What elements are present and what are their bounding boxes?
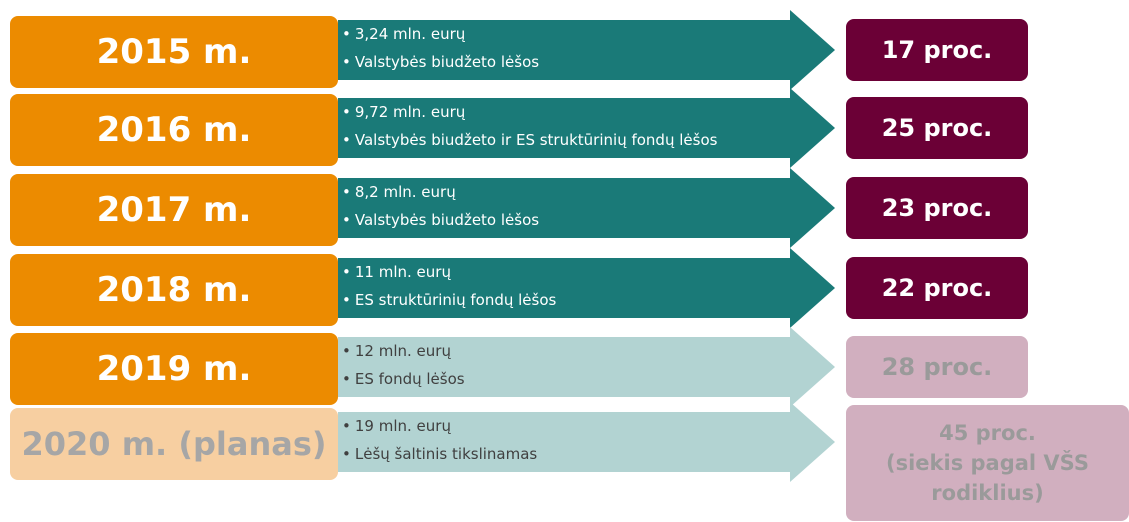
result-line: 23 proc. <box>881 194 993 222</box>
year-box: 2019 m. <box>10 333 338 405</box>
year-box: 2016 m. <box>10 94 338 166</box>
item: 3,24 mln. eurų <box>342 20 539 48</box>
result-line: 28 proc. <box>881 353 993 381</box>
item: Valstybės biudžeto lėšos <box>342 48 539 76</box>
result-box: 25 proc. <box>846 97 1028 159</box>
year-box: 2015 m. <box>10 16 338 88</box>
result-line: 22 proc. <box>881 274 993 302</box>
row: 2016 m.9,72 mln. eurųValstybės biudžeto … <box>0 88 1129 174</box>
item: 11 mln. eurų <box>342 258 556 286</box>
year-box: 2018 m. <box>10 254 338 326</box>
row: 2019 m.12 mln. eurųES fondų lėšos 28 proc… <box>0 327 1129 413</box>
row: 2018 m.11 mln. eurųES struktūrinių fondų… <box>0 248 1129 334</box>
result-line: 45 proc. <box>939 421 1036 445</box>
year-box: 2017 m. <box>10 174 338 246</box>
items: 8,2 mln. eurųValstybės biudžeto lėšos <box>342 178 539 234</box>
item: ES struktūrinių fondų lėšos <box>342 286 556 314</box>
year-box: 2020 m. (planas) <box>10 408 338 480</box>
result-box: 23 proc. <box>846 177 1028 239</box>
items: 12 mln. eurųES fondų lėšos <box>342 337 465 393</box>
item: 12 mln. eurų <box>342 337 465 365</box>
item: Lėšų šaltinis tikslinamas <box>342 440 537 468</box>
items: 19 mln. eurųLėšų šaltinis tikslinamas <box>342 412 537 468</box>
items: 11 mln. eurųES struktūrinių fondų lėšos <box>342 258 556 314</box>
item: 19 mln. eurų <box>342 412 537 440</box>
item: Valstybės biudžeto ir ES struktūrinių fo… <box>342 126 718 154</box>
result-box: 45 proc. (siekis pagal VŠS rodiklius) <box>846 405 1129 521</box>
result-box: 22 proc. <box>846 257 1028 319</box>
row: 2020 m. (planas)19 mln. eurųLėšų šaltini… <box>0 402 1129 521</box>
items: 9,72 mln. eurųValstybės biudžeto ir ES s… <box>342 98 718 154</box>
item: Valstybės biudžeto lėšos <box>342 206 539 234</box>
result-line: (siekis pagal VŠS <box>886 451 1089 475</box>
item: 9,72 mln. eurų <box>342 98 717 126</box>
row: 2015 m.3,24 mln. eurųValstybės biudžeto … <box>0 10 1129 96</box>
result-box: 28 proc. <box>846 336 1028 398</box>
result-line: rodiklius) <box>931 481 1044 505</box>
items: 3,24 mln. eurųValstybės biudžeto lėšos <box>342 20 539 76</box>
item: ES fondų lėšos <box>342 365 465 393</box>
result-box: 17 proc. <box>846 19 1028 81</box>
item: 8,2 mln. eurų <box>342 178 539 206</box>
result-line: 25 proc. <box>881 114 993 142</box>
row: 2017 m.8,2 mln. eurųValstybės biudžeto l… <box>0 168 1129 254</box>
result-line: 17 proc. <box>881 36 993 64</box>
